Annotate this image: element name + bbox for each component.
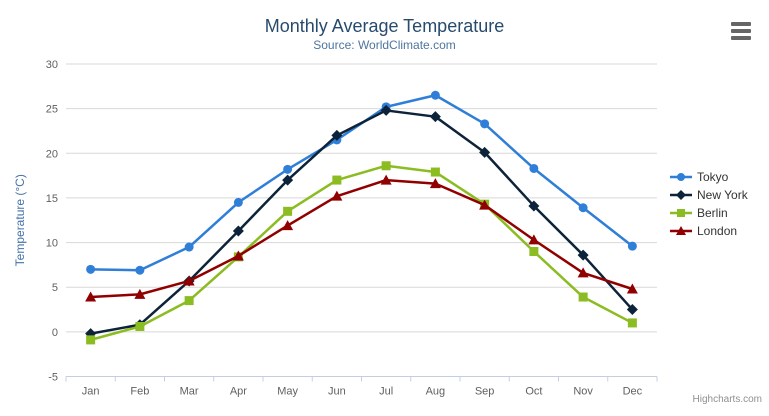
data-point-marker[interactable] — [429, 111, 441, 123]
x-tick-label: Oct — [525, 386, 542, 398]
legend-item-tokyo[interactable]: Tokyo — [670, 170, 748, 184]
data-point-marker[interactable] — [135, 322, 145, 331]
data-point-marker[interactable] — [627, 318, 637, 328]
data-point-marker[interactable] — [577, 249, 589, 261]
data-point-marker[interactable] — [528, 234, 540, 245]
y-tick-label: -5 — [48, 372, 58, 384]
hamburger-icon — [731, 22, 751, 26]
y-axis-labels: -5 0 5 10 15 20 25 30 — [46, 59, 58, 384]
series-line[interactable] — [89, 164, 634, 342]
y-tick-label: 20 — [46, 148, 58, 160]
data-point-marker[interactable] — [134, 288, 146, 299]
legend-label: Tokyo — [697, 169, 729, 184]
gridlines — [66, 63, 657, 377]
y-axis-title: Temperature (°C) — [13, 174, 27, 266]
x-tick-label: Sep — [475, 386, 495, 398]
data-point-marker[interactable] — [479, 146, 491, 158]
data-point-marker[interactable] — [528, 200, 540, 212]
data-point-marker[interactable] — [578, 292, 588, 302]
y-tick-label: 5 — [52, 282, 58, 294]
data-point-marker[interactable] — [332, 175, 342, 185]
data-point-marker[interactable] — [677, 173, 685, 181]
series-line[interactable] — [89, 178, 634, 299]
data-point-marker[interactable] — [282, 220, 294, 231]
data-point-marker[interactable] — [331, 190, 343, 201]
data-point-marker[interactable] — [626, 283, 638, 294]
legend-marker-icon — [670, 226, 692, 235]
data-point-marker[interactable] — [232, 250, 244, 261]
legend: Tokyo New York Berlin London — [670, 170, 748, 238]
x-tick-label: Jan — [82, 386, 100, 398]
series-line[interactable] — [89, 94, 634, 272]
data-point-marker[interactable] — [283, 206, 293, 216]
y-tick-label: 15 — [46, 193, 58, 205]
data-point-marker[interactable] — [479, 199, 491, 210]
data-point-marker[interactable] — [232, 225, 244, 237]
legend-marker-icon — [670, 190, 692, 200]
data-point-marker[interactable] — [233, 197, 243, 207]
data-point-marker[interactable] — [480, 119, 490, 129]
chart-title: Monthly Average Temperature — [264, 16, 505, 36]
data-point-marker[interactable] — [85, 291, 97, 302]
data-point-marker[interactable] — [529, 163, 539, 173]
y-tick-label: 30 — [46, 59, 58, 71]
data-point-marker[interactable] — [626, 304, 638, 316]
data-point-marker[interactable] — [380, 174, 392, 185]
data-point-marker[interactable] — [430, 167, 440, 177]
data-point-marker[interactable] — [627, 241, 637, 251]
hamburger-icon — [731, 29, 751, 33]
data-point-marker[interactable] — [380, 104, 392, 116]
data-point-marker[interactable] — [184, 296, 194, 306]
hamburger-icon — [731, 36, 751, 40]
data-point-marker[interactable] — [676, 190, 686, 200]
series-line[interactable] — [89, 109, 634, 335]
y-tick-label: 25 — [46, 104, 58, 116]
data-point-marker[interactable] — [331, 129, 343, 141]
data-point-marker[interactable] — [184, 242, 194, 252]
legend-item-new-york[interactable]: New York — [670, 188, 748, 202]
legend-item-london[interactable]: London — [670, 224, 748, 238]
data-point-marker[interactable] — [529, 247, 539, 256]
x-tick-label: Nov — [573, 386, 593, 398]
y-tick-label: 0 — [52, 327, 58, 339]
x-axis-ticks — [65, 376, 658, 382]
data-point-marker[interactable] — [135, 265, 145, 275]
legend-label: London — [697, 223, 738, 238]
data-point-marker[interactable] — [578, 203, 588, 213]
legend-marker-icon — [670, 173, 692, 181]
chart-subtitle: Source: WorldClimate.com — [313, 38, 456, 52]
legend-label: Berlin — [697, 205, 728, 220]
data-point-marker[interactable] — [430, 90, 440, 100]
legend-marker-icon — [670, 209, 692, 217]
data-point-marker[interactable] — [381, 161, 391, 171]
credits-link[interactable]: Highcharts.com — [692, 394, 762, 405]
data-point-marker[interactable] — [676, 226, 686, 235]
legend-item-berlin[interactable]: Berlin — [670, 206, 748, 220]
data-point-marker[interactable] — [282, 174, 294, 186]
x-tick-label: Jun — [328, 386, 346, 398]
export-menu-button[interactable] — [731, 21, 751, 41]
legend-label: New York — [697, 187, 748, 202]
data-point-marker[interactable] — [183, 275, 195, 286]
x-tick-label: Feb — [130, 386, 149, 398]
data-point-marker[interactable] — [677, 209, 685, 217]
x-axis-labels: Jan Feb Mar Apr May Jun Jul Aug Sep Oct Nov Dec — [82, 386, 643, 398]
x-tick-label: May — [277, 386, 298, 398]
x-tick-label: Jul — [379, 386, 393, 398]
x-tick-label: Dec — [623, 386, 643, 398]
series-new-york — [85, 104, 638, 340]
series-tokyo — [86, 90, 637, 275]
data-point-marker[interactable] — [86, 335, 96, 345]
data-point-marker[interactable] — [283, 164, 293, 174]
y-tick-label: 10 — [46, 238, 58, 250]
x-tick-label: Aug — [426, 386, 446, 398]
data-point-marker[interactable] — [577, 267, 589, 278]
data-point-marker[interactable] — [86, 264, 96, 274]
data-point-marker[interactable] — [429, 178, 441, 189]
x-tick-label: Mar — [180, 386, 199, 398]
x-tick-label: Apr — [230, 386, 247, 398]
series-london — [85, 174, 638, 302]
